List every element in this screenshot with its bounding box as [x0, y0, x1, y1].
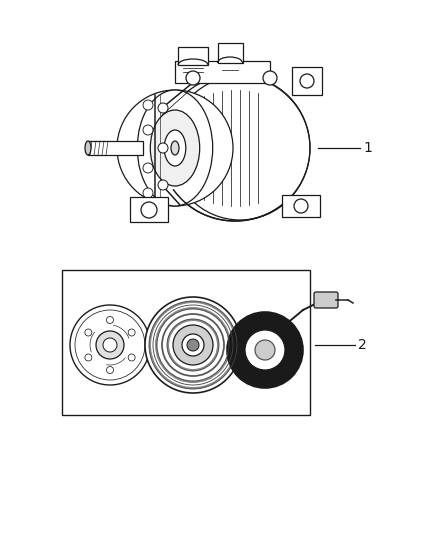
Circle shape	[143, 163, 153, 173]
Circle shape	[300, 74, 314, 88]
Circle shape	[255, 340, 275, 360]
Circle shape	[85, 354, 92, 361]
Circle shape	[143, 188, 153, 198]
Circle shape	[117, 90, 233, 206]
FancyBboxPatch shape	[292, 67, 322, 95]
Ellipse shape	[150, 110, 200, 186]
Circle shape	[245, 330, 285, 370]
FancyBboxPatch shape	[282, 195, 320, 217]
Bar	[178, 47, 208, 65]
Bar	[62, 270, 310, 415]
Circle shape	[106, 367, 113, 374]
Circle shape	[294, 199, 308, 213]
FancyBboxPatch shape	[130, 197, 168, 222]
Circle shape	[70, 305, 150, 385]
Circle shape	[145, 297, 241, 393]
Circle shape	[143, 100, 153, 110]
Text: 1: 1	[363, 141, 372, 155]
Ellipse shape	[171, 141, 179, 155]
Circle shape	[158, 143, 168, 153]
FancyBboxPatch shape	[175, 61, 270, 83]
Circle shape	[128, 354, 135, 361]
Text: 2: 2	[358, 338, 367, 352]
Circle shape	[263, 71, 277, 85]
Circle shape	[141, 202, 157, 218]
Circle shape	[186, 71, 200, 85]
Circle shape	[173, 325, 213, 365]
Circle shape	[227, 312, 303, 388]
Circle shape	[158, 180, 168, 190]
Bar	[218, 43, 243, 63]
Circle shape	[182, 334, 204, 356]
Circle shape	[143, 125, 153, 135]
Ellipse shape	[85, 141, 91, 155]
Ellipse shape	[137, 90, 213, 206]
Ellipse shape	[164, 130, 186, 166]
Circle shape	[187, 339, 199, 351]
FancyBboxPatch shape	[314, 292, 338, 308]
Circle shape	[128, 329, 135, 336]
Circle shape	[106, 317, 113, 324]
Circle shape	[158, 103, 168, 113]
Circle shape	[96, 331, 124, 359]
Circle shape	[103, 338, 117, 352]
Bar	[88, 141, 143, 155]
Circle shape	[85, 329, 92, 336]
Ellipse shape	[170, 76, 310, 220]
